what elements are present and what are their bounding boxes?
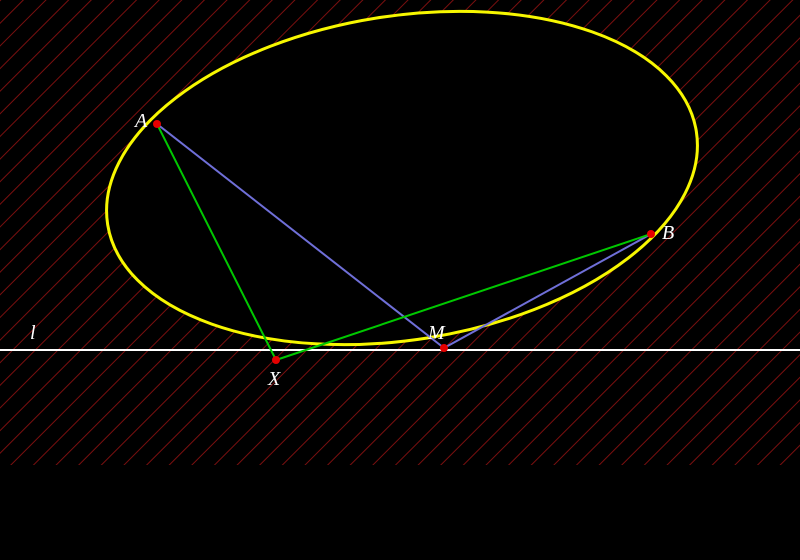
point-B	[647, 230, 655, 238]
point-A	[153, 120, 161, 128]
point-M	[440, 344, 448, 352]
label-X: X	[268, 368, 280, 391]
diagram-canvas: A B M X l	[0, 0, 800, 560]
label-l: l	[30, 322, 36, 345]
point-X	[272, 356, 280, 364]
label-M: M	[428, 322, 445, 345]
label-B: B	[662, 222, 674, 245]
label-A: A	[135, 110, 147, 133]
diagram-svg	[0, 0, 800, 560]
